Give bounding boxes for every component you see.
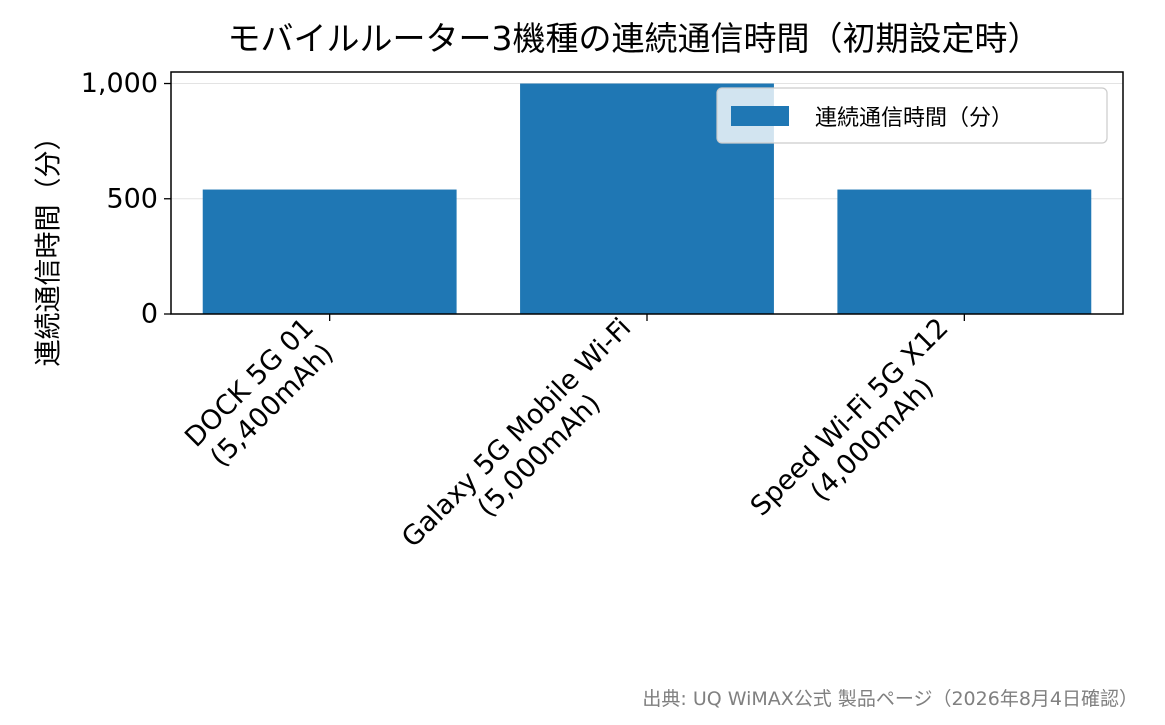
bar	[837, 189, 1092, 314]
y-axis-label: 連続通信時間（分）	[34, 124, 65, 367]
source-note: 出典: UQ WiMAX公式 製品ページ（2026年8月4日確認）	[642, 688, 1138, 710]
legend-box	[716, 87, 1108, 144]
x-tick-label: Galaxy 5G Mobile Wi-Fi(5,000mAh)	[396, 312, 660, 576]
bars	[202, 83, 1092, 315]
y-tick-label: 1,000	[81, 68, 158, 99]
y-tick-label: 0	[141, 299, 158, 330]
y-ticks: 0 500 1,000	[81, 68, 171, 330]
x-tick-label: DOCK 5G 01(5,400mAh)	[179, 312, 343, 476]
legend: 連続通信時間（分）	[716, 87, 1108, 144]
x-ticks: DOCK 5G 01(5,400mAh) Galaxy 5G Mobile Wi-…	[179, 312, 977, 576]
bar	[202, 189, 457, 314]
y-tick-label: 500	[106, 183, 158, 214]
legend-label: 連続通信時間（分）	[815, 106, 1013, 131]
x-tick-label: Speed Wi-Fi 5G X12(4,000mAh)	[745, 312, 977, 544]
plot-frame	[170, 71, 1124, 315]
legend-swatch	[731, 106, 789, 126]
chart-title: モバイルルーター3機種の連続通信時間（初期設定時）	[228, 19, 1041, 58]
y-axis-label-group: 連続通信時間（分）	[34, 124, 65, 367]
